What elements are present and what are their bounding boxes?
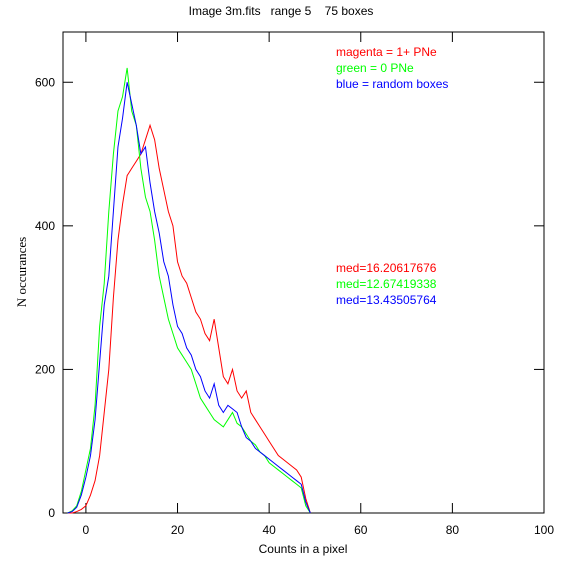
legend-entry: magenta = 1+ PNe bbox=[336, 45, 437, 59]
x-axis-label: Counts in a pixel bbox=[259, 542, 348, 556]
x-tick-label: 0 bbox=[83, 523, 90, 537]
y-axis-label: N occurances bbox=[14, 237, 29, 307]
series-line bbox=[67, 82, 311, 514]
legend-entry: green = 0 PNe bbox=[336, 61, 414, 75]
x-tick-label: 80 bbox=[446, 523, 460, 537]
annotation: med=12.67419338 bbox=[336, 277, 437, 291]
y-tick-label: 600 bbox=[35, 75, 55, 89]
series-line bbox=[67, 67, 311, 514]
chart-title: Image 3m.fits range 5 75 boxes bbox=[189, 4, 374, 18]
y-tick-label: 400 bbox=[35, 219, 55, 233]
annotation: med=16.20617676 bbox=[336, 261, 437, 275]
series-line bbox=[67, 123, 311, 514]
x-tick-label: 100 bbox=[534, 523, 554, 537]
x-tick-label: 60 bbox=[354, 523, 368, 537]
y-tick-label: 0 bbox=[48, 506, 55, 520]
x-tick-label: 40 bbox=[262, 523, 276, 537]
annotation: med=13.43505764 bbox=[336, 293, 437, 307]
plot-frame bbox=[62, 31, 545, 514]
legend-entry: blue = random boxes bbox=[336, 77, 448, 91]
x-tick-label: 20 bbox=[171, 523, 185, 537]
y-tick-label: 200 bbox=[35, 362, 55, 376]
